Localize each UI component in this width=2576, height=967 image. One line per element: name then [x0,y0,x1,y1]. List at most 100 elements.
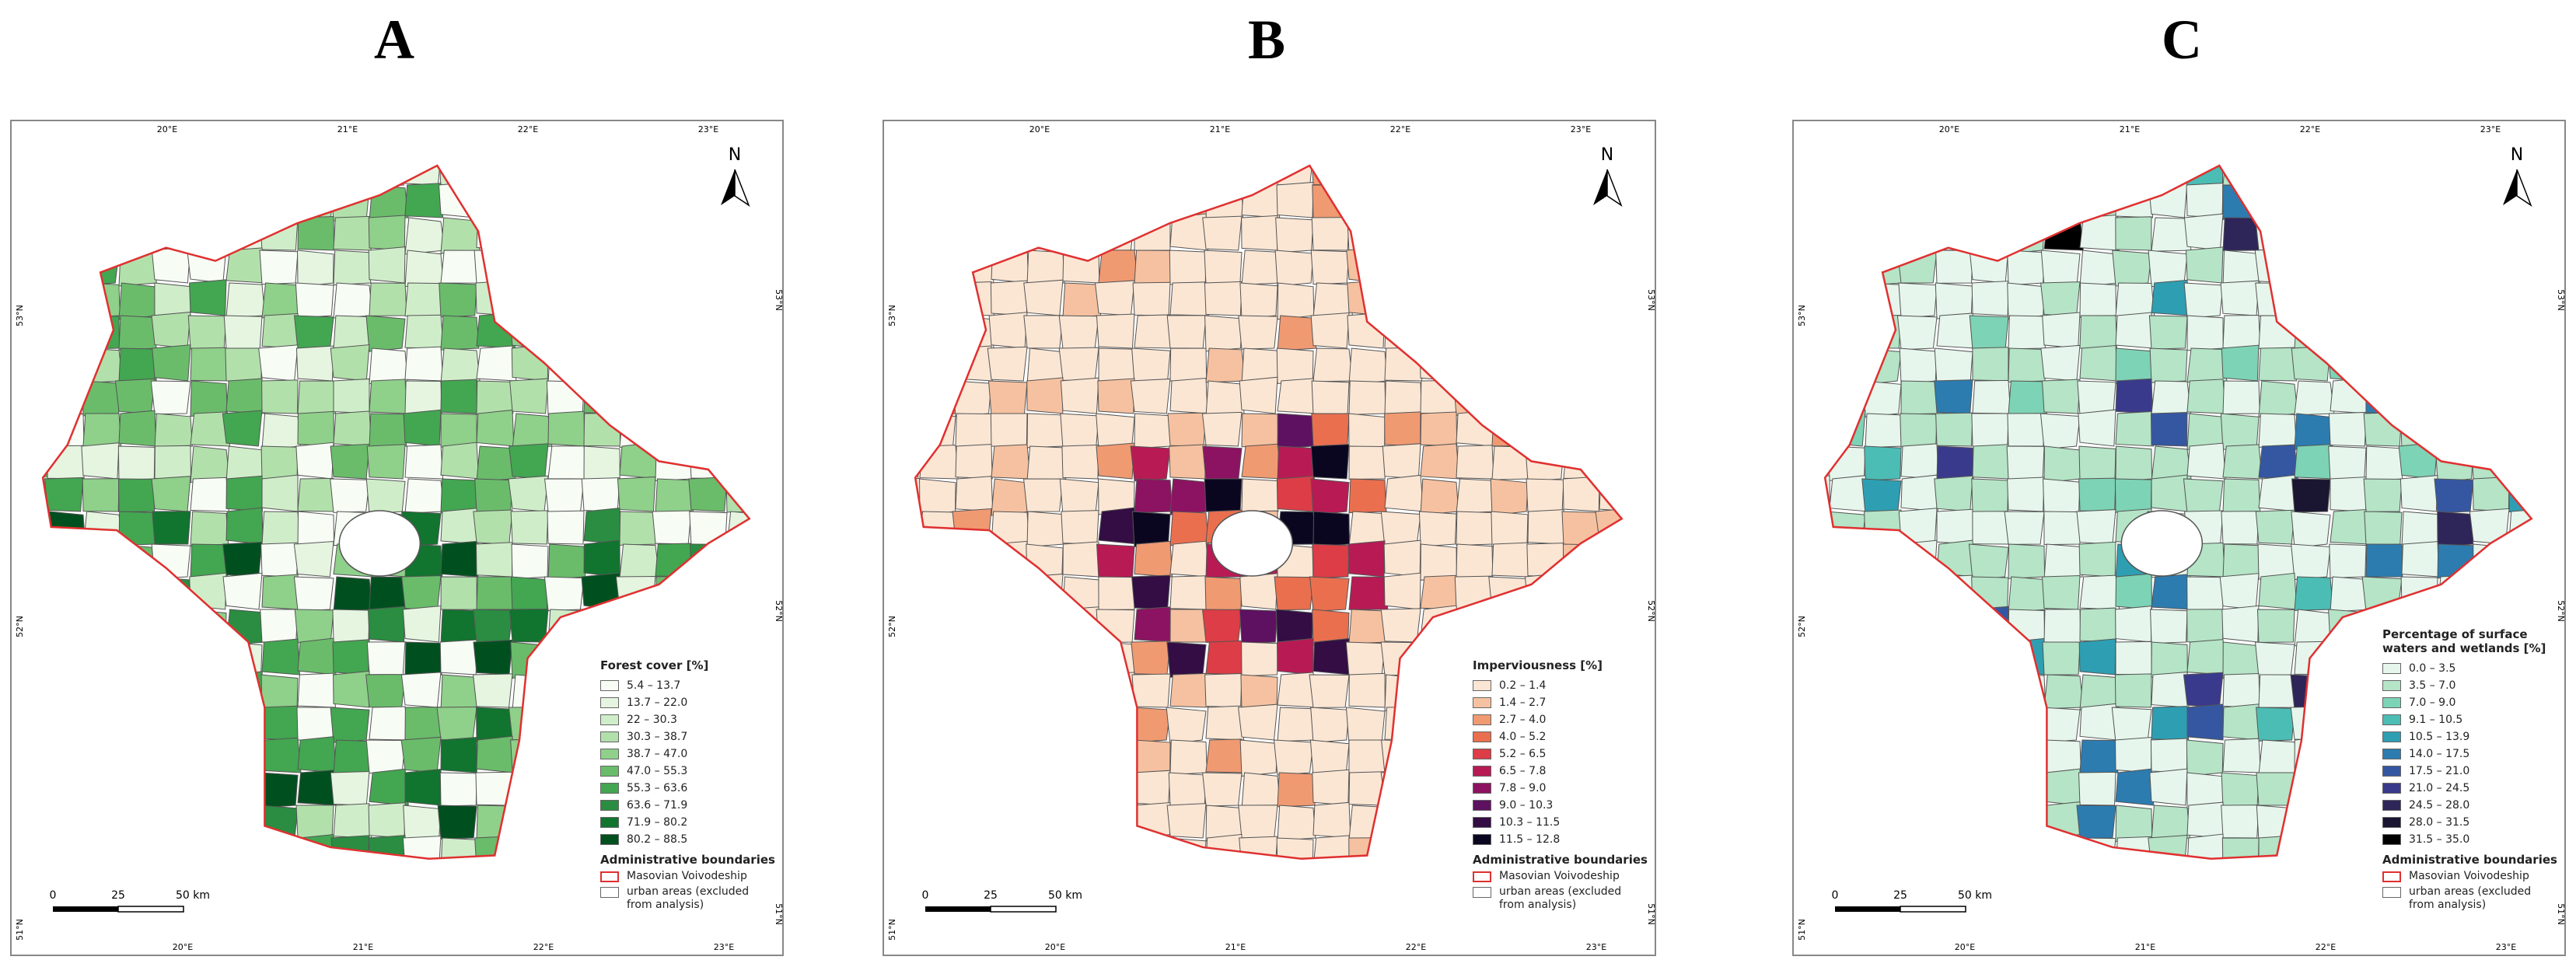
lat-label: 52°N [2556,600,2566,622]
municipality [2472,476,2510,512]
municipality [919,345,959,382]
municipality [43,166,51,186]
municipality [2039,413,2081,450]
municipality [2434,410,2474,447]
municipality [1062,671,1101,708]
municipality [2364,511,2403,546]
municipality [1312,637,1351,676]
municipality [477,934,513,958]
municipality [2186,609,2224,643]
municipality [1274,250,1314,287]
municipality [2433,166,2474,189]
municipality [2183,936,2223,958]
municipality [1524,280,1564,316]
map-panel: 20°E 20°E 21°E 21°E 22°E 22°E 23°E 23°E 53°N 53°N… [10,120,784,956]
municipality [919,834,959,859]
municipality [1456,166,1494,186]
municipality [1864,936,1901,958]
municipality [476,409,515,447]
municipality [2545,541,2567,577]
municipality [1491,217,1532,251]
municipality [190,674,229,710]
legend-swatch [600,680,619,691]
municipality [1169,575,1208,610]
municipality [1131,574,1171,610]
municipality [225,282,266,318]
municipality [509,608,549,643]
municipality [403,409,442,447]
municipality [2186,739,2224,777]
municipality [1417,707,1457,744]
municipality [1596,314,1622,349]
municipality [726,377,750,414]
legend-label: urban areas (excluded from analysis) [1499,885,1622,911]
municipality [2008,347,2046,383]
municipality [2004,511,2045,545]
municipality [987,346,1028,382]
municipality [2076,805,2116,840]
municipality [1204,672,1243,708]
municipality [1934,900,1973,936]
municipality [548,871,588,906]
municipality [726,250,750,288]
municipality [952,936,991,958]
municipality [1166,707,1207,745]
municipality [1829,376,1866,414]
municipality [1865,217,1903,251]
municipality [1062,606,1101,643]
legend-swatch [1473,766,1491,777]
municipality [436,706,477,741]
municipality [80,609,120,644]
municipality [1062,282,1102,318]
municipality [1825,184,1831,220]
municipality [955,771,994,806]
municipality [1599,445,1622,482]
municipality [1312,769,1350,806]
municipality [763,217,785,250]
legend-swatch [1473,714,1491,725]
legend-item: 6.5 – 7.8 [1473,763,1648,780]
municipality [1166,315,1207,349]
municipality [1169,166,1207,187]
municipality [2039,166,2081,188]
municipality [82,739,122,775]
municipality [1275,217,1314,253]
municipality [2186,347,2228,382]
municipality [1418,250,1457,285]
municipality [118,609,159,644]
municipality [2254,248,2295,284]
municipality [1273,739,1314,776]
municipality [509,282,549,319]
municipality [152,344,191,382]
municipality [1166,803,1207,839]
municipality [475,280,513,316]
municipality [2365,379,2403,414]
municipality [118,347,157,382]
legend-label: 22 – 30.3 [627,714,677,726]
municipality [2041,575,2081,610]
legend-swatch [600,783,619,794]
municipality [297,250,334,288]
municipality [1456,478,1497,514]
municipality [190,543,229,578]
legend-label: Masovian Voivodeship [2409,870,2529,882]
municipality [1635,348,1658,382]
municipality [919,478,956,516]
municipality [2115,641,2152,676]
municipality [1169,609,1207,643]
municipality [187,246,227,284]
municipality [118,639,156,676]
municipality [1277,413,1314,449]
municipality [1348,347,1388,385]
legend-swatch [1473,783,1491,794]
municipality [117,706,156,741]
municipality [2148,315,2188,350]
municipality [439,166,477,189]
municipality [1025,184,1064,221]
municipality [2255,936,2295,958]
municipality [689,217,728,251]
municipality [1935,412,1973,447]
municipality [330,184,370,222]
municipality [1864,509,1902,545]
municipality [1898,508,1938,545]
